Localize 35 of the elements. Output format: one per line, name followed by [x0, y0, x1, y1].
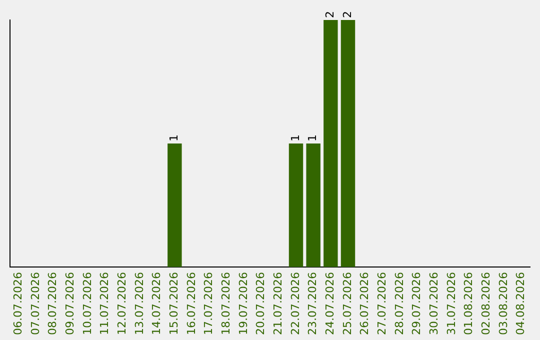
x-tick-label: 20.07.2026 [254, 272, 268, 336]
x-tick-label: 03.08.2026 [496, 272, 510, 336]
x-tick-label: 10.07.2026 [80, 272, 94, 336]
x-tick-label: 07.07.2026 [28, 272, 42, 336]
x-tick-label: 31.07.2026 [444, 272, 458, 336]
data-label: 1 [288, 134, 302, 142]
x-tick-label: 25.07.2026 [340, 272, 354, 336]
x-tick-label: 09.07.2026 [64, 272, 77, 336]
data-label: 1 [168, 134, 181, 142]
x-tick-label: 14.07.2026 [150, 272, 164, 336]
x-tick-label: 27.07.2026 [376, 272, 389, 336]
x-tick-label: 28.07.2026 [392, 272, 406, 336]
x-tick-label: 17.07.2026 [202, 272, 216, 336]
x-tick-label: 23.07.2026 [306, 272, 320, 336]
x-tick-label: 19.07.2026 [236, 272, 250, 336]
x-tick-label: 30.07.2026 [428, 272, 441, 336]
x-tick-label: 11.07.2026 [98, 272, 112, 336]
x-tick-label: 18.07.2026 [220, 272, 233, 336]
data-label: 2 [324, 11, 337, 18]
x-tick-label: 24.07.2026 [324, 272, 337, 336]
x-tick-label: 16.07.2026 [184, 272, 198, 336]
x-tick-label: 13.07.2026 [132, 272, 146, 336]
x-tick-label: 29.07.2026 [410, 272, 424, 336]
x-tick-label: 04.08.2026 [514, 272, 528, 336]
x-tick-label: 02.08.2026 [480, 272, 493, 336]
x-tick-label: 15.07.2026 [168, 272, 181, 336]
x-tick-label: 12.07.2026 [116, 272, 129, 336]
x-tick-label: 06.07.2026 [12, 272, 25, 336]
x-tick-label: 21.07.2026 [272, 272, 285, 336]
data-label: 1 [306, 134, 320, 142]
data-label: 2 [340, 11, 354, 18]
x-tick-label: 22.07.2026 [288, 272, 302, 336]
x-tick-label: 01.08.2026 [462, 272, 476, 336]
x-tick-label: 08.07.2026 [46, 272, 60, 336]
x-tick-label: 26.07.2026 [358, 272, 372, 336]
